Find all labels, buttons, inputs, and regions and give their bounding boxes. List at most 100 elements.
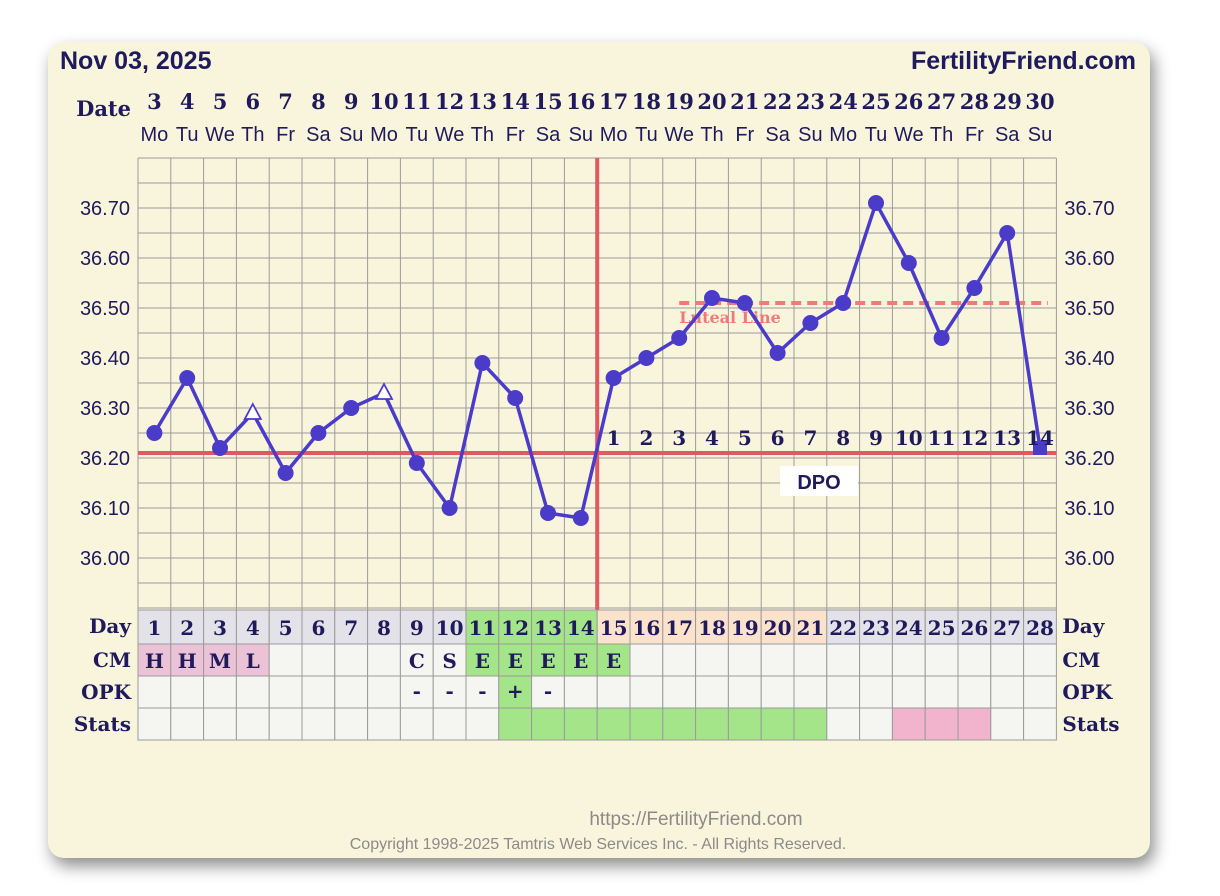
day-number: 21 [796, 616, 824, 640]
stats-cell [170, 707, 205, 741]
day-cell [727, 609, 762, 645]
day-number: 26 [960, 616, 988, 640]
stats-cell [301, 707, 336, 741]
weekday-label: Tu [635, 124, 658, 146]
weekday-label: Th [471, 124, 494, 146]
temperature-point [671, 330, 688, 346]
date-label: 12 [435, 89, 464, 114]
opk-cell [301, 675, 336, 709]
weekday-label: Tu [865, 124, 888, 146]
opk-cell [1023, 675, 1057, 709]
temperature-point [408, 455, 425, 471]
cm-value: E [573, 649, 588, 673]
stats-cell [137, 707, 172, 741]
weekday-label: Mo [829, 124, 857, 146]
date-label: 23 [796, 89, 825, 114]
opk-cell [334, 675, 369, 709]
opk-cell [990, 675, 1025, 709]
stats-cell [235, 707, 270, 741]
weekday-label: We [894, 124, 924, 146]
date-label: 22 [763, 89, 792, 114]
weekday-label: Fr [735, 124, 754, 146]
opk-cell [563, 675, 598, 709]
cm-cell [826, 643, 861, 677]
weekday-label: Su [339, 124, 363, 146]
day-cell [596, 609, 631, 645]
opk-cell [432, 675, 467, 709]
opk-cell [891, 675, 926, 709]
temperature-point [802, 315, 819, 331]
date-label: 25 [861, 89, 890, 114]
weekday-label: Mo [600, 124, 628, 146]
temperature-point [474, 355, 491, 371]
day-cell [957, 609, 992, 645]
dpo-number: 10 [895, 426, 923, 450]
stats-cell [924, 707, 959, 741]
weekday-label: Sa [306, 124, 331, 146]
opk-row-label-left: OPK [81, 680, 131, 704]
date-label: 3 [147, 89, 162, 114]
weekday-label: We [435, 124, 465, 146]
stats-cell [793, 707, 828, 741]
date-label: 10 [369, 89, 398, 114]
date-label: 9 [344, 89, 359, 114]
day-cell [465, 609, 500, 645]
opk-value: - [478, 679, 486, 703]
day-cell [531, 609, 565, 645]
opk-cell [859, 675, 893, 709]
cm-value: L [246, 649, 260, 673]
date-row-label: Date [76, 96, 131, 121]
opk-cell [924, 675, 959, 709]
fertility-chart: Nov 03, 2025 FertilityFriend.com Date 3 M… [60, 47, 1136, 853]
stats-cell [695, 707, 729, 741]
stats-cell [629, 707, 664, 741]
day-number: 14 [567, 616, 595, 640]
dpo-number: 2 [639, 426, 653, 450]
day-number: 28 [1026, 616, 1054, 640]
date-label: 8 [311, 89, 326, 114]
weekday-label: Su [798, 124, 822, 146]
temperature-point [999, 225, 1016, 241]
opk-value: + [507, 679, 524, 703]
day-cell [367, 609, 401, 645]
opk-value: - [544, 679, 552, 703]
temperature-point [736, 295, 753, 311]
weekday-label: Sa [536, 124, 561, 146]
cm-value: E [540, 649, 555, 673]
temperature-point [868, 195, 884, 211]
y-tick-label-right: 36.50 [1064, 298, 1114, 320]
dpo-number: 1 [607, 426, 621, 450]
cm-cell [563, 643, 598, 677]
day-cell [432, 609, 467, 645]
cm-cell [1023, 643, 1057, 677]
opk-cell [662, 675, 697, 709]
weekday-label: Su [569, 124, 593, 146]
day-cell [990, 609, 1025, 645]
weekday-label: Sa [765, 124, 790, 146]
date-label: 7 [278, 89, 293, 114]
date-label: 13 [468, 89, 497, 114]
date-label: 28 [960, 89, 989, 114]
y-tick-label-left: 36.60 [80, 248, 130, 270]
temperature-point [638, 350, 655, 366]
stats-cell [891, 707, 926, 741]
opk-cell [629, 675, 664, 709]
weekday-label: Th [700, 124, 723, 146]
day-number: 5 [279, 616, 293, 640]
day-number: 3 [213, 616, 227, 640]
cm-cell [760, 643, 795, 677]
stats-cell [596, 707, 631, 741]
opk-value: - [413, 679, 421, 703]
cm-cell [531, 643, 565, 677]
opk-cell [268, 675, 303, 709]
day-cell [137, 609, 172, 645]
weekday-label: Sa [995, 124, 1020, 146]
opk-cell [957, 675, 992, 709]
temperature-point [605, 370, 622, 386]
date-label: 20 [697, 89, 726, 114]
cm-cell [695, 643, 729, 677]
weekday-label: Tu [405, 124, 428, 146]
y-tick-label-right: 36.30 [1064, 398, 1114, 420]
cm-cell [957, 643, 992, 677]
stats-cell [662, 707, 697, 741]
